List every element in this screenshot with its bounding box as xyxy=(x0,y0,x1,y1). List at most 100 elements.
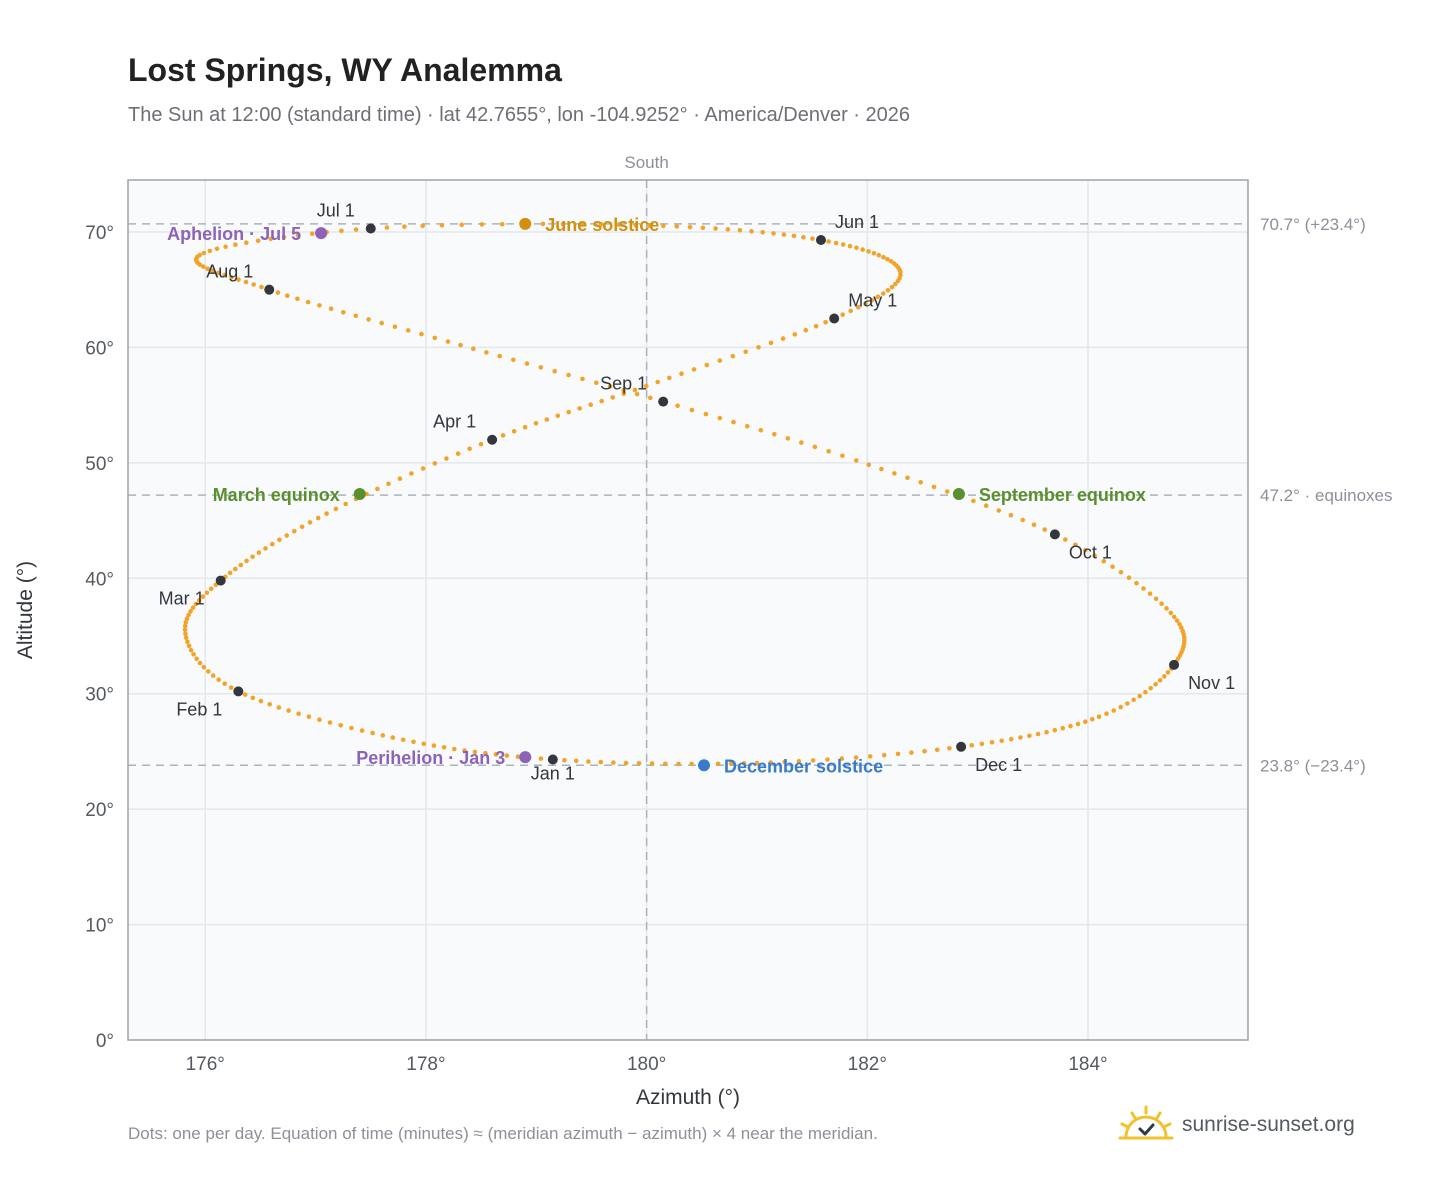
event-label: March equinox xyxy=(213,485,340,505)
daily-dot xyxy=(1162,674,1167,679)
daily-dot xyxy=(1165,670,1171,675)
daily-dot xyxy=(1008,736,1014,742)
daily-dot xyxy=(197,262,203,268)
daily-dot xyxy=(524,361,530,366)
daily-dot xyxy=(1035,731,1041,737)
daily-dot xyxy=(810,758,816,763)
daily-dot xyxy=(566,372,571,378)
daily-dot xyxy=(205,266,210,272)
daily-dot xyxy=(667,375,672,381)
daily-dot xyxy=(979,741,985,747)
daily-dot xyxy=(223,244,228,250)
plot-frame xyxy=(127,179,1249,1041)
daily-dot xyxy=(768,760,773,765)
daily-dot xyxy=(839,756,845,761)
daily-dot xyxy=(200,594,206,599)
daily-dot xyxy=(183,619,189,625)
daily-dot xyxy=(610,395,615,400)
daily-dot xyxy=(390,735,396,740)
month-dot xyxy=(365,223,376,234)
footnote: Dots: one per day. Equation of time (min… xyxy=(128,1124,878,1143)
daily-dot xyxy=(295,233,301,238)
daily-dot xyxy=(555,413,561,419)
daily-dot xyxy=(1171,614,1177,620)
daily-dot xyxy=(918,480,923,485)
daily-dot xyxy=(233,566,238,572)
daily-dot xyxy=(183,635,189,640)
daily-dot xyxy=(636,761,642,766)
daily-dot xyxy=(375,486,380,492)
x-axis-ticks: 176° 178° 180° 182° 184° xyxy=(186,1054,1108,1075)
daily-dot xyxy=(305,299,311,305)
daily-dot xyxy=(644,383,649,389)
daily-dot xyxy=(796,758,802,764)
daily-dot xyxy=(840,453,845,459)
daily-dot xyxy=(458,342,463,348)
daily-dot xyxy=(504,753,510,758)
daily-dot xyxy=(366,317,371,322)
daily-dot xyxy=(1020,517,1025,523)
daily-dot xyxy=(402,224,407,229)
daily-dot xyxy=(244,558,249,564)
daily-dot xyxy=(771,231,776,236)
daily-dot xyxy=(1101,558,1107,564)
daily-dot xyxy=(703,411,709,417)
daily-dot xyxy=(621,388,626,393)
daily-dot xyxy=(717,358,723,363)
daily-dot xyxy=(717,415,723,421)
daily-dot xyxy=(1092,553,1097,558)
y-tick-label: 70° xyxy=(85,223,114,244)
daily-dot xyxy=(208,586,214,592)
daily-dot xyxy=(648,395,653,401)
daily-dot xyxy=(1148,685,1153,691)
daily-dot xyxy=(421,741,427,747)
daily-dot xyxy=(197,660,203,666)
daily-dot xyxy=(400,737,406,743)
daily-dot xyxy=(236,277,241,282)
daily-dot xyxy=(386,481,391,487)
daily-dot xyxy=(885,256,890,262)
plot-background xyxy=(128,180,1248,1040)
daily-dot xyxy=(538,365,544,370)
daily-dot xyxy=(392,324,398,330)
event-dot xyxy=(353,487,366,500)
daily-dot xyxy=(193,601,199,607)
daily-dot xyxy=(1153,596,1159,602)
reference-line-label: 70.7° (+23.4°) xyxy=(1260,215,1366,234)
daily-dot xyxy=(441,745,447,750)
daily-dot xyxy=(338,723,344,728)
month-dot xyxy=(956,741,967,752)
daily-dot xyxy=(207,248,213,254)
month-dot xyxy=(233,686,244,697)
daily-dot xyxy=(1153,682,1158,687)
daily-dot xyxy=(522,424,528,430)
daily-dot xyxy=(573,758,579,764)
y-tick-label: 30° xyxy=(85,685,114,706)
daily-dot xyxy=(799,440,804,445)
daily-dot xyxy=(741,761,747,766)
brand[interactable]: sunrise-sunset.org xyxy=(1118,1100,1355,1150)
daily-dot xyxy=(184,616,190,621)
daily-dot xyxy=(971,498,976,504)
daily-dot xyxy=(580,376,585,382)
daily-dot xyxy=(411,739,416,745)
daily-dot xyxy=(895,751,901,757)
daily-dot xyxy=(277,537,282,543)
daily-dot xyxy=(191,652,196,657)
daily-dot xyxy=(1042,527,1047,532)
daily-dot xyxy=(1031,522,1037,528)
daily-dot xyxy=(840,312,845,318)
event-dot xyxy=(519,751,532,764)
x-tick-label: 182° xyxy=(848,1054,887,1075)
daily-dot xyxy=(560,221,566,227)
event-label: Perihelion · Jan 3 xyxy=(356,748,505,768)
daily-dot xyxy=(810,236,815,241)
daily-dot xyxy=(1075,721,1081,727)
daily-dot xyxy=(562,757,567,763)
daily-dot xyxy=(866,462,871,468)
daily-dot xyxy=(379,320,385,326)
daily-dot xyxy=(863,301,868,307)
daily-dot xyxy=(256,550,262,555)
meridian-label: South xyxy=(624,153,668,172)
daily-dot xyxy=(405,328,411,333)
